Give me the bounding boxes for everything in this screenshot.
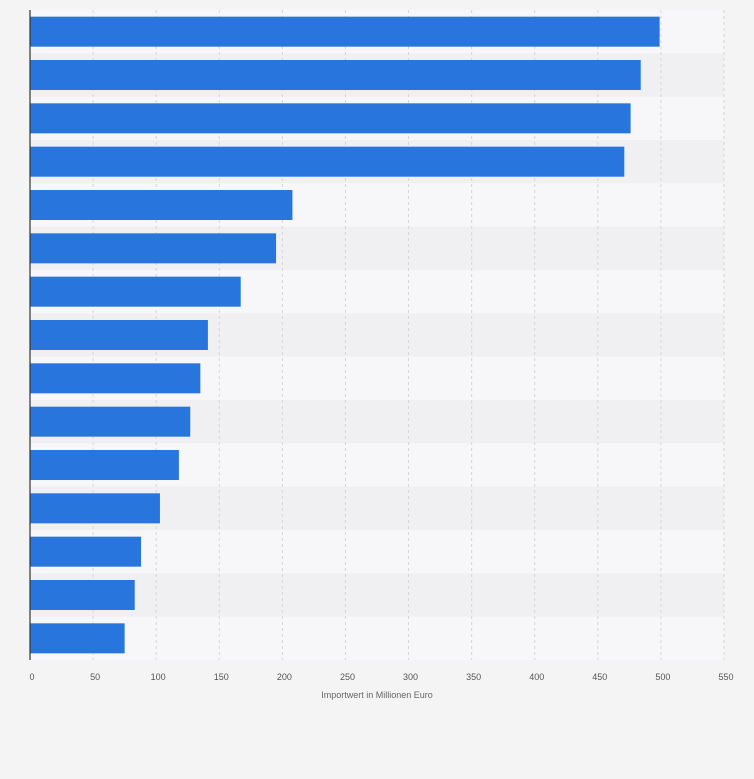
bar[interactable] <box>30 103 631 134</box>
bar[interactable] <box>30 536 142 567</box>
bar[interactable] <box>30 233 277 264</box>
bars <box>30 16 660 654</box>
x-tick-label: 50 <box>90 672 100 682</box>
bar[interactable] <box>30 16 660 47</box>
x-axis-title: Importwert in Millionen Euro <box>321 690 433 700</box>
x-tick-label: 300 <box>403 672 418 682</box>
bar[interactable] <box>30 493 160 524</box>
x-tick-label: 250 <box>340 672 355 682</box>
x-tick-label: 200 <box>277 672 292 682</box>
x-tick-label: 550 <box>718 672 733 682</box>
bar[interactable] <box>30 60 641 90</box>
bar[interactable] <box>30 580 135 610</box>
x-tick-label: 100 <box>151 672 166 682</box>
bar[interactable] <box>30 190 293 220</box>
row-band <box>30 530 724 574</box>
bar[interactable] <box>30 363 201 394</box>
x-axis-ticks: 0 50 100 150 200 250 300 350 400 450 500 550 <box>29 672 733 682</box>
bar[interactable] <box>30 146 625 177</box>
x-tick-label: 150 <box>214 672 229 682</box>
bar[interactable] <box>30 450 179 480</box>
row-band <box>30 573 724 617</box>
x-tick-label: 500 <box>655 672 670 682</box>
bar[interactable] <box>30 406 191 437</box>
row-band <box>30 616 724 660</box>
bar[interactable] <box>30 623 125 654</box>
x-tick-label: 350 <box>466 672 481 682</box>
x-tick-label: 0 <box>29 672 34 682</box>
x-tick-label: 450 <box>592 672 607 682</box>
x-tick-label: 400 <box>529 672 544 682</box>
bar[interactable] <box>30 320 208 350</box>
bar[interactable] <box>30 276 241 307</box>
